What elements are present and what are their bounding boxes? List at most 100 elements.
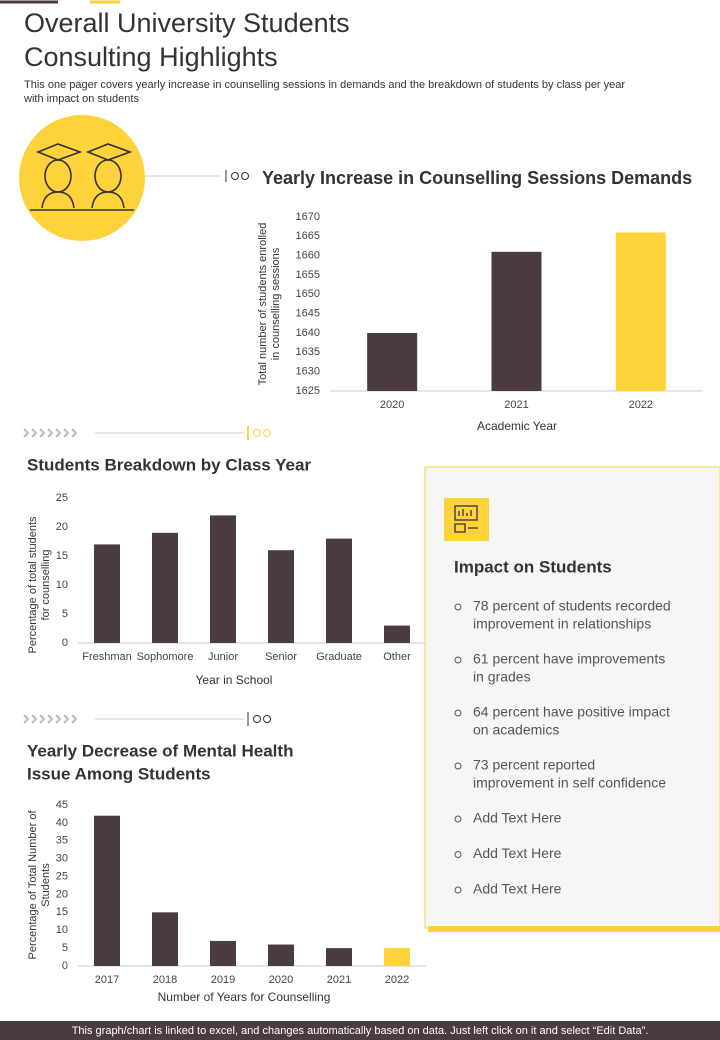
footer-bar (0, 1021, 720, 1040)
bar (94, 815, 120, 966)
x-tick-label: 2018 (153, 974, 177, 986)
bullet (454, 815, 462, 823)
bar (491, 251, 542, 391)
bar (210, 515, 236, 643)
impact-item: 73 percent reported (473, 757, 595, 773)
x-tick-label: 2017 (95, 974, 119, 986)
x-tick-label: Other (383, 651, 411, 663)
y-tick-label: 0 (62, 637, 68, 649)
x-tick-label: Sophomore (137, 651, 194, 663)
impact-item: improvement in self confidence (473, 775, 666, 791)
divider (23, 712, 271, 726)
impact-panel (424, 466, 720, 932)
y-tick-label: 20 (56, 521, 68, 533)
x-axis-label: Academic Year (477, 419, 557, 433)
x-tick-label: 2021 (504, 399, 528, 411)
x-axis-label: Year in School (196, 673, 273, 687)
divider (23, 426, 271, 440)
bullet (454, 851, 462, 858)
y-axis-label: Total number of students enrolled (257, 223, 269, 386)
divider (145, 170, 249, 182)
bar (94, 544, 120, 643)
x-tick-label: Senior (265, 651, 297, 663)
chart-title: Issue Among Students (27, 764, 211, 783)
bar (384, 948, 410, 966)
x-tick-label: Junior (208, 651, 238, 663)
y-tick-label: 1640 (296, 327, 320, 339)
bullet (454, 709, 462, 717)
bullet (454, 656, 462, 664)
bar (326, 948, 352, 966)
impact-item: improvement in relationships (473, 616, 651, 632)
page-title: Consulting Highlights (24, 42, 278, 72)
y-tick-label: 0 (62, 960, 68, 972)
subtitle: with impact on students (23, 93, 139, 105)
bar (326, 538, 352, 643)
x-axis-label: Number of Years for Counselling (158, 990, 331, 1004)
impact-item: on academics (473, 722, 559, 738)
x-tick-label: 2021 (327, 974, 351, 986)
y-tick-label: 1650 (296, 288, 320, 300)
bar (210, 940, 236, 966)
y-tick-label: 1645 (296, 308, 320, 320)
y-tick-label: 1670 (296, 211, 320, 223)
y-tick-label: 1635 (296, 346, 320, 358)
x-tick-label: Freshman (82, 651, 132, 663)
y-tick-label: 1630 (296, 366, 320, 378)
impact-item: 78 percent of students recorded (473, 598, 671, 614)
y-axis-label: Students (40, 863, 52, 907)
y-tick-label: 5 (62, 942, 68, 954)
bar (367, 333, 418, 391)
impact-item: 61 percent have improvements (473, 651, 665, 667)
y-tick-label: 30 (56, 853, 68, 865)
impact-item: Add Text Here (473, 845, 562, 861)
page-title: Overall University Students (24, 8, 350, 38)
bar (268, 550, 294, 643)
subtitle: This one pager covers yearly increase in… (24, 79, 625, 91)
bar (152, 912, 178, 966)
x-tick-label: 2019 (211, 974, 235, 986)
impact-item: Add Text Here (473, 881, 562, 897)
y-tick-label: 40 (56, 817, 68, 829)
chart-title: Students Breakdown by Class Year (27, 455, 311, 474)
y-tick-label: 20 (56, 888, 68, 900)
bullet (454, 603, 462, 611)
chart-title: Yearly Increase in Counselling Sessions … (262, 168, 692, 188)
bar (384, 625, 410, 643)
y-tick-label: 25 (56, 870, 68, 882)
y-tick-label: 10 (56, 579, 68, 591)
y-tick-label: 10 (56, 924, 68, 936)
y-tick-label: 15 (56, 550, 68, 562)
x-tick-label: Graduate (316, 651, 362, 663)
impact-item: in grades (473, 669, 531, 685)
bullet (454, 886, 462, 894)
impact-item: Add Text Here (473, 810, 562, 826)
x-tick-label: 2020 (380, 399, 404, 411)
impact-title: Impact on Students (454, 557, 612, 576)
x-tick-label: 2022 (385, 974, 409, 986)
x-tick-label: 2022 (629, 399, 653, 411)
x-tick-label: 2020 (269, 974, 293, 986)
y-tick-label: 25 (56, 492, 68, 504)
y-axis-label: for counselling (40, 550, 52, 621)
y-axis-label: in counselling sessions (270, 247, 282, 360)
impact-item: 64 percent have positive impact (473, 704, 670, 720)
bar (152, 532, 178, 643)
y-tick-label: 5 (62, 608, 68, 620)
y-tick-label: 15 (56, 906, 68, 918)
y-axis-label: Percentage of Total Number of (27, 810, 39, 960)
bar (615, 232, 666, 391)
y-tick-label: 35 (56, 835, 68, 847)
y-tick-label: 1660 (296, 250, 320, 262)
hero-icon (19, 115, 145, 241)
y-tick-label: 45 (56, 799, 68, 811)
bullet (454, 762, 462, 770)
chart-title: Yearly Decrease of Mental Health (27, 741, 293, 760)
y-tick-label: 1655 (296, 269, 320, 281)
y-tick-label: 1625 (296, 385, 320, 397)
y-tick-label: 1665 (296, 230, 320, 242)
bar (268, 944, 294, 966)
footer: This graph/chart is linked to excel, and… (72, 1025, 649, 1037)
y-axis-label: Percentage of total students (27, 516, 39, 653)
